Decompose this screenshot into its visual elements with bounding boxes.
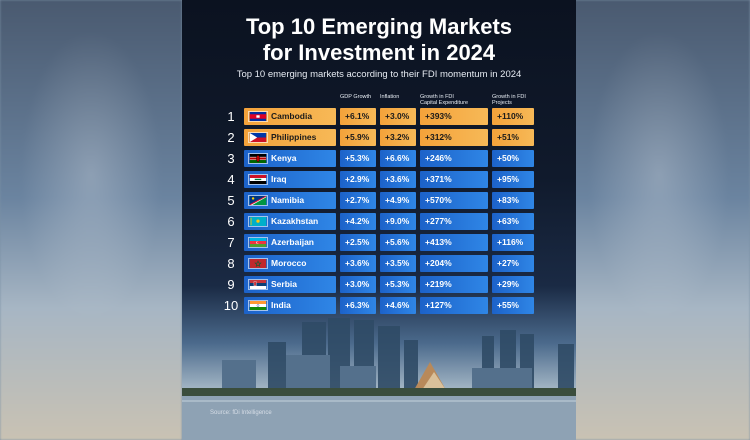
fdi-projects-growth-cell: +29% xyxy=(492,276,534,293)
rank-number: 1 xyxy=(227,109,235,124)
country-name: Cambodia xyxy=(271,111,313,121)
fdi-capex-growth-cell: +277% xyxy=(420,213,488,230)
fdi-capex-growth-cell: +246% xyxy=(420,150,488,167)
header-projects-line1: Growth in FDI xyxy=(492,94,526,100)
fdi-projects-growth-cell: +27% xyxy=(492,255,534,272)
gdp-growth-cell: +2.7% xyxy=(340,192,376,209)
country-name: Philippines xyxy=(271,132,317,142)
gdp-growth-cell: +3.0% xyxy=(340,276,376,293)
rank-number: 4 xyxy=(227,172,235,187)
fdi-capex-growth-cell: +393% xyxy=(420,108,488,125)
rank-number: 10 xyxy=(223,298,239,313)
gdp-growth-cell: +3.6% xyxy=(340,255,376,272)
iraq-flag-icon xyxy=(248,174,268,185)
fdi-capex-growth-cell: +219% xyxy=(420,276,488,293)
fdi-projects-growth-cell: +116% xyxy=(492,234,534,251)
rank-number: 5 xyxy=(227,193,235,208)
country-cell: India xyxy=(244,297,336,314)
country-cell: Iraq xyxy=(244,171,336,188)
inflation-cell: +3.6% xyxy=(380,171,416,188)
header-inflation: Inflation xyxy=(380,94,400,100)
gdp-growth-cell: +6.1% xyxy=(340,108,376,125)
header-projects-line2: Projects xyxy=(492,100,512,106)
country-name: Kazakhstan xyxy=(271,216,319,226)
gdp-growth-cell: +6.3% xyxy=(340,297,376,314)
inflation-cell: +4.9% xyxy=(380,192,416,209)
morocco-flag-icon xyxy=(248,258,268,269)
country-cell: Azerbaijan xyxy=(244,234,336,251)
fdi-projects-growth-cell: +51% xyxy=(492,129,534,146)
blurred-background-left xyxy=(0,0,182,440)
india-flag-icon xyxy=(248,300,268,311)
header-gdp: GDP Growth xyxy=(340,94,372,100)
title-line-1: Top 10 Emerging Markets xyxy=(245,14,513,39)
country-cell: Morocco xyxy=(244,255,336,272)
inflation-cell: +3.5% xyxy=(380,255,416,272)
header-capex: Growth in FDI Capital Expenditure xyxy=(420,94,468,106)
infographic-card: Top 10 Emerging Markets for Investment i… xyxy=(182,0,576,440)
rank-number: 8 xyxy=(227,256,235,271)
header-projects: Growth in FDI Projects xyxy=(492,94,526,106)
serbia-flag-icon xyxy=(248,279,268,290)
rank-number: 2 xyxy=(227,130,235,145)
fdi-capex-growth-cell: +312% xyxy=(420,129,488,146)
rank-number: 7 xyxy=(227,235,235,250)
fdi-capex-growth-cell: +127% xyxy=(420,297,488,314)
cambodia-flag-icon xyxy=(248,111,268,122)
fdi-capex-growth-cell: +204% xyxy=(420,255,488,272)
header-capex-line2: Capital Expenditure xyxy=(420,100,469,106)
rank-number: 3 xyxy=(227,151,235,166)
country-cell: Cambodia xyxy=(244,108,336,125)
fdi-projects-growth-cell: +83% xyxy=(492,192,534,209)
source-note: Source: fDi Intelligence xyxy=(210,410,272,416)
title-line-2: for Investment in 2024 xyxy=(262,40,496,65)
philippines-flag-icon xyxy=(248,132,268,143)
azerbaijan-flag-icon xyxy=(248,237,268,248)
header-capex-line1: Growth in FDI xyxy=(420,94,454,100)
gdp-growth-cell: +2.9% xyxy=(340,171,376,188)
country-cell: Namibia xyxy=(244,192,336,209)
inflation-cell: +3.2% xyxy=(380,129,416,146)
country-name: Namibia xyxy=(271,195,305,205)
country-name: Serbia xyxy=(271,279,297,289)
inflation-cell: +4.6% xyxy=(380,297,416,314)
inflation-cell: +5.3% xyxy=(380,276,416,293)
kenya-flag-icon xyxy=(248,153,268,164)
fdi-capex-growth-cell: +371% xyxy=(420,171,488,188)
inflation-cell: +3.0% xyxy=(380,108,416,125)
fdi-projects-growth-cell: +95% xyxy=(492,171,534,188)
country-name: Iraq xyxy=(271,174,287,184)
country-cell: Philippines xyxy=(244,129,336,146)
gdp-growth-cell: +5.3% xyxy=(340,150,376,167)
fdi-capex-growth-cell: +413% xyxy=(420,234,488,251)
country-name: Morocco xyxy=(271,258,307,268)
blurred-background-right xyxy=(568,0,750,440)
fdi-capex-growth-cell: +570% xyxy=(420,192,488,209)
rank-number: 9 xyxy=(227,277,235,292)
country-cell: Serbia xyxy=(244,276,336,293)
country-cell: Kazakhstan xyxy=(244,213,336,230)
inflation-cell: +9.0% xyxy=(380,213,416,230)
country-cell: Kenya xyxy=(244,150,336,167)
gdp-growth-cell: +2.5% xyxy=(340,234,376,251)
kazakhstan-flag-icon xyxy=(248,216,268,227)
inflation-cell: +6.6% xyxy=(380,150,416,167)
gdp-growth-cell: +4.2% xyxy=(340,213,376,230)
namibia-flag-icon xyxy=(248,195,268,206)
fdi-projects-growth-cell: +110% xyxy=(492,108,534,125)
rank-number: 6 xyxy=(227,214,235,229)
country-name: India xyxy=(271,300,291,310)
country-name: Azerbaijan xyxy=(271,237,314,247)
subtitle: Top 10 emerging markets according to the… xyxy=(236,69,522,80)
fdi-projects-growth-cell: +50% xyxy=(492,150,534,167)
gdp-growth-cell: +5.9% xyxy=(340,129,376,146)
inflation-cell: +5.6% xyxy=(380,234,416,251)
fdi-projects-growth-cell: +63% xyxy=(492,213,534,230)
fdi-projects-growth-cell: +55% xyxy=(492,297,534,314)
city-skyline-photo xyxy=(182,318,576,440)
country-name: Kenya xyxy=(271,153,297,163)
